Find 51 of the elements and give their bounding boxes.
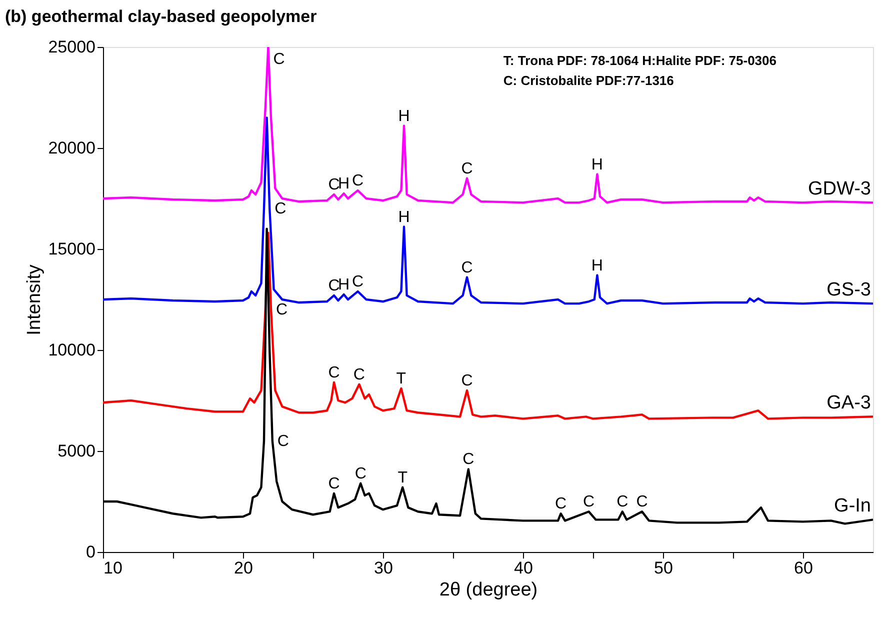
annotation: C — [461, 259, 473, 276]
annotation: C — [352, 172, 364, 190]
chart-title: (b) geothermal clay-based geopolymer — [5, 7, 318, 26]
annotation: C — [636, 494, 648, 511]
annotation: C — [583, 494, 595, 511]
line-series — [103, 47, 873, 204]
annotation: C — [462, 451, 474, 468]
annotation: C — [277, 432, 289, 450]
annotation: H — [591, 257, 603, 274]
y-tick-label: 5000 — [58, 442, 96, 460]
annotation: T: Trona PDF: 78-1064 H:Halite PDF: 75-0306 — [503, 53, 776, 68]
annotation: C — [461, 372, 473, 390]
series-label: G-In — [834, 496, 871, 517]
annotation: C — [352, 273, 364, 290]
annotation: C — [328, 176, 340, 194]
x-tick-label: 10 — [104, 558, 122, 578]
x-tick-label: 40 — [514, 558, 533, 578]
annotation: H — [338, 175, 350, 192]
line-series — [103, 232, 873, 420]
y-tick-label: 0 — [86, 542, 96, 562]
x-tick-label: 60 — [794, 558, 813, 578]
y-tick-label: 25000 — [48, 38, 96, 56]
y-tick-label: 15000 — [48, 240, 96, 258]
annotation: C — [273, 51, 285, 68]
annotation: C — [276, 302, 288, 319]
annotation: C — [616, 494, 628, 511]
series-label: GDW-3 — [808, 178, 871, 200]
x-tick-label: 30 — [374, 558, 393, 578]
series-label: GS-3 — [826, 280, 871, 301]
annotation: C: Cristobalite PDF:77-1316 — [503, 73, 674, 88]
y-tick-label: 10000 — [48, 340, 96, 360]
annotation: C — [328, 277, 340, 294]
annotation: T — [396, 370, 406, 388]
annotation: H — [398, 108, 410, 125]
annotation: C — [353, 366, 365, 384]
annotation: C — [461, 160, 473, 178]
annotation: T — [398, 469, 408, 486]
annotation: C — [555, 496, 567, 513]
x-tick-label: 20 — [234, 558, 253, 578]
annotation: C — [274, 200, 286, 218]
annotation: C — [354, 465, 366, 482]
annotation: H — [591, 156, 603, 174]
y-axis-title: Intensity — [24, 264, 46, 336]
x-axis-title: 2θ (degree) — [439, 580, 538, 600]
y-tick-label: 20000 — [48, 138, 96, 158]
annotation: H — [398, 208, 410, 226]
annotation: C — [328, 475, 340, 492]
annotation: H — [338, 276, 350, 294]
x-tick-label: 50 — [654, 558, 673, 578]
annotation: C — [328, 364, 340, 382]
series-label: GA-3 — [826, 392, 871, 414]
